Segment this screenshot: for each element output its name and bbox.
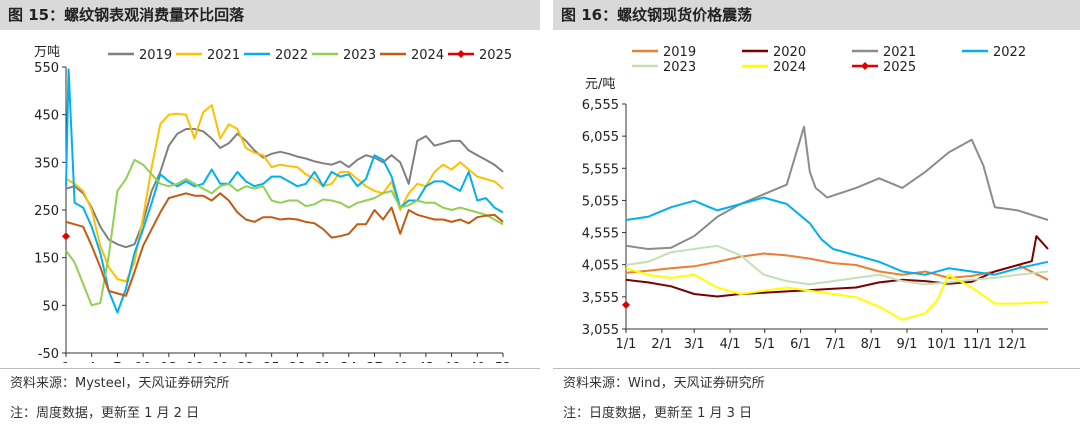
x-tick-label: 4 [88,361,96,363]
legend-marker-2025 [861,62,869,70]
chart-canvas-right: 3,055 3,555 4,055 4,555 5,055 5,555 6,055 6,555… [582,45,1049,352]
x-tick-label: 46 [443,361,460,363]
legend-label-2021: 2021 [207,48,240,63]
data-point-2025 [62,232,70,241]
x-tick-label: 52 [495,361,512,363]
x-tick-label: 4/1 [720,337,741,352]
x-tick-label: 49 [469,361,486,363]
legend-label-2021: 2021 [883,45,916,60]
series-line-2023 [625,244,1049,286]
divider [553,368,1080,369]
series-line-2024 [625,267,1049,321]
y-tick-label: 250 [34,204,59,219]
x-tick-label: 7 [113,361,121,363]
x-tick-label: 28 [289,361,306,363]
x-tick-label: 40 [392,361,409,363]
y-tick-label: 350 [34,156,59,171]
y-tick-label: 5,055 [582,194,619,209]
legend-label-2023: 2023 [343,48,376,63]
x-tick-label: 19 [212,361,229,363]
x-tick-label: 2/1 [651,337,672,352]
series-line-2022 [65,68,504,314]
chart-title: 图 15：螺纹钢表观消费量环比回落 [0,0,540,30]
y-tick-label: 4,055 [582,259,619,274]
y-tick-label: -50 [38,347,59,362]
chart-title: 图 16：螺纹钢现货价格震荡 [553,0,1080,30]
legend-label-2020: 2020 [773,45,806,60]
y-tick-label: 6,555 [582,98,619,113]
y-axis-unit-label: 万吨 [34,45,60,60]
x-tick-label: 1 [62,361,70,363]
x-tick-label: 34 [340,361,357,363]
data-point-2025 [622,300,630,309]
y-tick-label: 550 [34,61,59,76]
series-line-2019 [625,252,1049,281]
x-tick-label: 31 [315,361,332,363]
x-tick-label: 3/1 [684,337,705,352]
y-tick-label: 3,055 [582,323,619,338]
series-line-2020 [625,235,1049,298]
source-note: 资料来源：Mysteel，天风证券研究所 [10,376,230,391]
legend-label-2024: 2024 [411,48,444,63]
x-tick-label: 9/1 [896,337,917,352]
x-tick-label: 37 [366,361,383,363]
series-line-2021 [625,125,1049,250]
x-tick-label: 16 [186,361,203,363]
chart-canvas-left: -50 50 150 250 350 450 550 1 4 7 10 13 16 19 22 25 28 31 3… [34,45,512,363]
source-note: 资料来源：Wind，天风证券研究所 [563,376,765,391]
legend-marker-2025 [457,50,465,58]
footnote: 注：日度数据，更新至 1 月 3 日 [563,406,753,421]
legend-label-2019: 2019 [663,45,696,60]
x-tick-label: 10 [135,361,152,363]
chart-panel-left: 图 15：螺纹钢表观消费量环比回落 -50 50 150 250 350 450 550 1 4… [0,0,540,421]
x-tick-label: 13 [161,361,178,363]
series-line-2023 [65,158,504,307]
x-tick-label: 5/1 [754,337,775,352]
legend-label-2025: 2025 [883,60,916,75]
legend-label-2022: 2022 [993,45,1026,60]
y-tick-label: 3,555 [582,291,619,306]
chart-panel-right: 图 16：螺纹钢现货价格震荡 3,055 3,555 4,055 4,555 5,055… [553,0,1080,427]
series-line-2019 [65,128,504,249]
x-tick-label: 22 [238,361,255,363]
legend-label-2025: 2025 [479,48,512,63]
y-tick-label: 50 [42,299,59,314]
x-tick-label: 8/1 [861,337,882,352]
series-line-2022 [625,196,1049,276]
x-tick-label: 10/1 [927,337,956,352]
y-tick-label: 150 [34,252,59,267]
y-tick-label: 6,055 [582,130,619,145]
y-axis-unit-label: 元/吨 [585,77,615,92]
x-tick-label: 11/1 [963,337,992,352]
y-tick-label: 450 [34,109,59,124]
x-tick-label: 25 [263,361,280,363]
series-line-2024 [65,192,504,297]
divider [0,368,540,369]
footnote: 注：周度数据，更新至 1 月 2 日 [10,406,200,421]
y-tick-label: 4,555 [582,227,619,242]
legend-label-2019: 2019 [139,48,172,63]
legend-label-2022: 2022 [275,48,308,63]
x-tick-label: 7/1 [825,337,846,352]
legend-label-2023: 2023 [663,60,696,75]
legend-label-2024: 2024 [773,60,806,75]
x-tick-label: 6/1 [790,337,811,352]
x-tick-label: 43 [418,361,435,363]
x-tick-label: 1/1 [616,337,637,352]
x-tick-label: 12/1 [998,337,1027,352]
y-tick-label: 5,555 [582,162,619,177]
series-line-2021 [65,104,504,283]
